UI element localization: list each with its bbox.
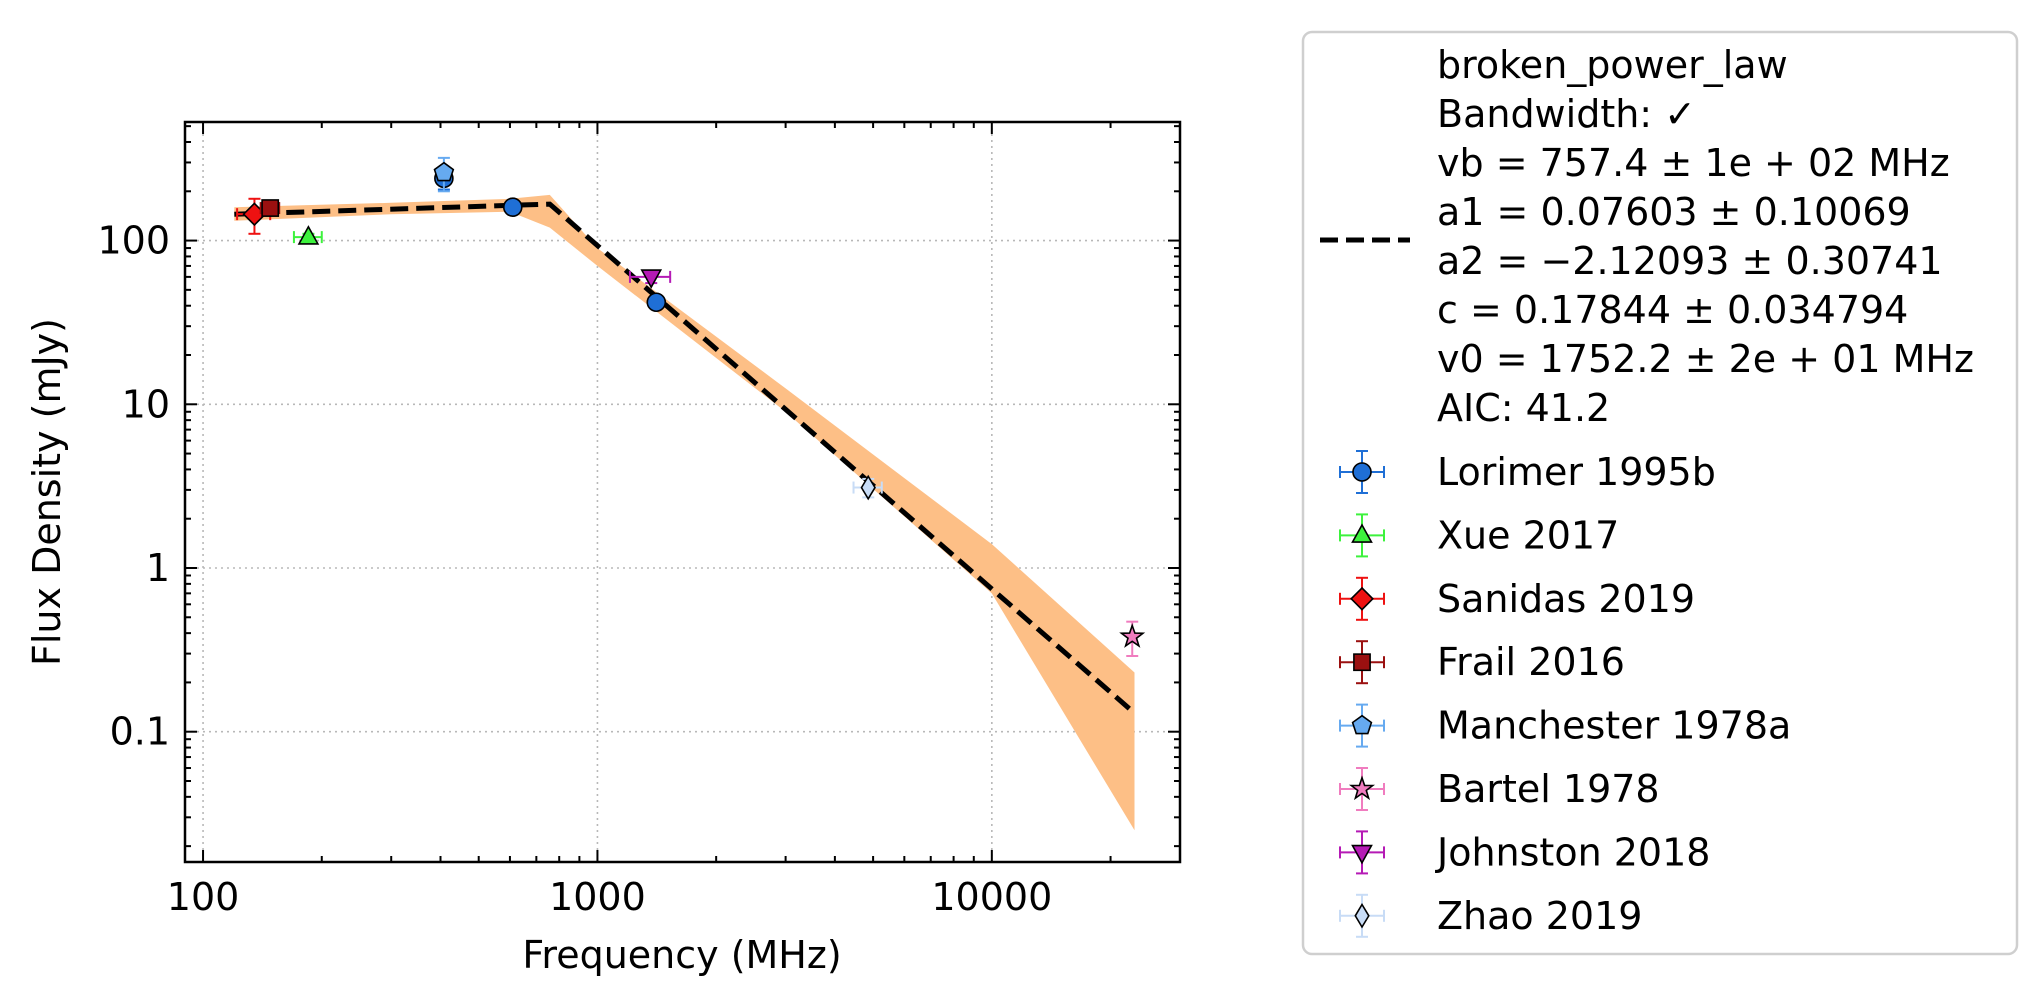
legend-label: Xue 2017 <box>1437 513 1619 557</box>
legend-fit-text-line: Bandwidth: ✓ <box>1437 92 1696 136</box>
legend-entry: Sanidas 2019 <box>1339 576 1695 621</box>
data-points <box>236 156 1146 658</box>
series-manchester-1978a <box>433 156 455 193</box>
series-xue-2017 <box>292 225 323 245</box>
y-tick-label: 1 <box>146 546 170 590</box>
legend-fit-text-line: c = 0.17844 ± 0.034794 <box>1437 288 1908 332</box>
data-point <box>502 197 523 217</box>
series-bartel-1978 <box>1119 620 1146 658</box>
legend-marker <box>1351 714 1373 735</box>
plot-frame <box>183 120 1182 864</box>
legend-entry: Johnston 2018 <box>1339 830 1710 875</box>
y-tick-label: 100 <box>97 219 170 263</box>
fit-uncertainty-band <box>234 194 1135 831</box>
legend-label: Lorimer 1995b <box>1437 450 1716 494</box>
legend-marker <box>1350 586 1374 611</box>
legend-marker <box>1352 462 1372 482</box>
legend-entry: Frail 2016 <box>1339 640 1625 685</box>
legend-label: Johnston 2018 <box>1435 830 1710 874</box>
data-point <box>646 292 667 313</box>
legend-entry: Manchester 1978a <box>1339 703 1791 748</box>
data-point <box>640 269 663 289</box>
series-frail-2016 <box>259 199 281 217</box>
legend-fit-text-line: vb = 757.4 ± 1e + 02 MHz <box>1437 141 1950 185</box>
x-tick-label: 100 <box>167 875 240 919</box>
data-point <box>1119 623 1146 648</box>
legend-fit-text-line: a2 = −2.12093 ± 0.30741 <box>1437 239 1943 283</box>
grid-lines <box>185 122 1180 862</box>
y-axis-label: Flux Density (mJy) <box>25 318 69 666</box>
tick-labels: 100 1000 10000 0.1 1 10 100 <box>97 219 1052 919</box>
legend-fit-text-line: v0 = 1752.2 ± 2e + 01 MHz <box>1437 337 1974 381</box>
series-johnston-2018 <box>628 269 672 289</box>
data-point <box>297 225 320 245</box>
legend-label: Manchester 1978a <box>1437 704 1791 748</box>
y-tick-label: 0.1 <box>110 710 170 754</box>
legend-entry: Xue 2017 <box>1339 513 1619 558</box>
legend-label: Sanidas 2019 <box>1437 577 1695 621</box>
legend-fit-label: broken_power_law Bandwidth: ✓ vb = 757.4 ±… <box>1437 43 1974 430</box>
legend-fit-text-line: a1 = 0.07603 ± 0.10069 <box>1437 190 1911 234</box>
legend-fit-text-line: AIC: 41.2 <box>1437 386 1610 430</box>
fit-line <box>234 201 1137 715</box>
legend-entry: Zhao 2019 <box>1339 893 1642 938</box>
x-tick-label: 1000 <box>549 875 646 919</box>
legend-marker <box>1348 775 1376 801</box>
legend-marker <box>1351 523 1373 543</box>
legend-label: Zhao 2019 <box>1437 894 1642 938</box>
legend-frame <box>1301 30 2019 956</box>
legend: broken_power_law Bandwidth: ✓ vb = 757.4 ±… <box>1301 30 2019 956</box>
legend-marker <box>1353 653 1371 672</box>
legend-marker <box>1351 844 1373 865</box>
legend-entry: Lorimer 1995b <box>1339 450 1716 494</box>
legend-entry: Bartel 1978 <box>1339 767 1660 811</box>
legend-marker <box>1354 902 1370 929</box>
data-point <box>261 199 280 217</box>
x-tick-label: 10000 <box>931 875 1052 919</box>
x-axis-label: Frequency (MHz) <box>522 933 841 977</box>
legend-label: Bartel 1978 <box>1437 767 1660 811</box>
axis-ticks <box>184 122 1181 862</box>
data-point <box>433 161 455 182</box>
y-tick-label: 10 <box>122 382 170 426</box>
legend-label: Frail 2016 <box>1437 640 1625 684</box>
legend-fit-text-line: broken_power_law <box>1437 43 1788 87</box>
legend-entries: Lorimer 1995b Xue 2017 Sanidas 2019 Frail 2… <box>1339 450 1791 938</box>
data-point <box>860 474 876 501</box>
series-zhao-2019 <box>852 474 883 501</box>
